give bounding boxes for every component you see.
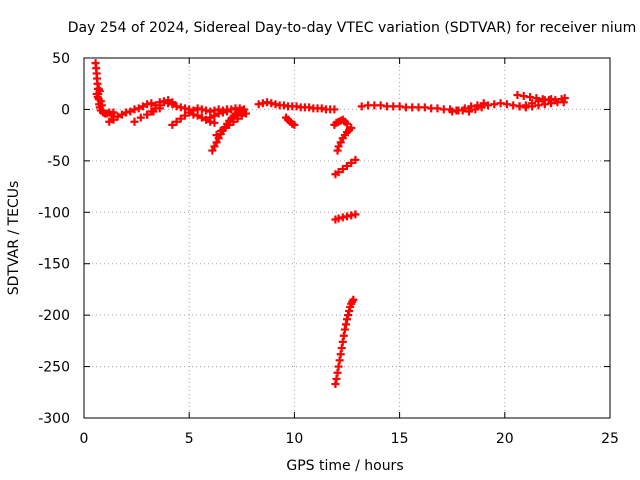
data-point	[528, 99, 537, 108]
y-axis-title: SDTVAR / TECUs	[6, 181, 22, 296]
data-point	[159, 98, 168, 107]
y-tick-label: -150	[38, 257, 70, 273]
data-point	[210, 111, 219, 120]
data-point	[208, 146, 217, 155]
data-point	[185, 108, 194, 117]
data-point	[351, 210, 360, 219]
data-point	[147, 107, 156, 116]
data-point	[560, 94, 569, 103]
data-point	[143, 110, 152, 119]
data-point	[547, 95, 556, 104]
data-point	[136, 113, 145, 122]
data-point	[210, 118, 219, 127]
chart-title: Day 254 of 2024, Sidereal Day-to-day VTE…	[68, 20, 637, 36]
data-point	[454, 106, 463, 115]
data-point	[202, 115, 211, 124]
x-tick-label: 20	[496, 431, 514, 447]
data-point	[197, 113, 206, 122]
data-point	[229, 117, 238, 126]
data-point	[338, 165, 347, 174]
data-point	[93, 93, 102, 102]
data-point	[477, 103, 486, 112]
data-point	[180, 111, 189, 120]
x-tick-label: 25	[601, 431, 619, 447]
data-point	[290, 120, 299, 129]
axis-ticks: 0 5 10 15 20 25 50 0 -50 -100 -150 -200 -250 -300	[38, 51, 619, 447]
data-point	[210, 142, 219, 151]
data-point	[479, 99, 488, 108]
y-tick-label: -100	[38, 205, 70, 221]
data-point	[460, 104, 469, 113]
x-tick-label: 15	[391, 431, 409, 447]
data-point	[168, 98, 177, 107]
data-point	[155, 101, 164, 110]
y-tick-label: 50	[52, 51, 70, 67]
data-point	[95, 86, 104, 95]
x-tick-label: 5	[185, 431, 194, 447]
data-point	[168, 120, 177, 129]
data-point	[233, 114, 242, 123]
x-tick-label: 10	[285, 431, 303, 447]
data-point	[172, 117, 181, 126]
plot-frame	[83, 57, 611, 419]
x-axis-title: GPS time / hours	[286, 458, 403, 474]
data-point	[334, 142, 343, 151]
data-point	[330, 105, 339, 114]
data-point	[147, 99, 156, 108]
y-tick-label: -50	[47, 154, 70, 170]
data-point	[521, 101, 530, 110]
data-point	[206, 113, 215, 122]
data-point	[109, 108, 118, 117]
data-points	[91, 59, 569, 389]
y-tick-label: -300	[38, 411, 70, 427]
data-point	[164, 96, 173, 105]
data-point	[117, 110, 126, 119]
y-tick-label: 0	[61, 102, 70, 118]
data-point	[349, 295, 358, 304]
data-point	[212, 131, 221, 140]
data-point	[347, 123, 356, 132]
data-point	[334, 168, 343, 177]
data-point	[351, 155, 360, 164]
data-point	[471, 105, 480, 114]
data-point	[347, 158, 356, 167]
data-point	[113, 112, 122, 121]
data-point	[212, 138, 221, 147]
data-point	[237, 111, 246, 120]
data-point	[151, 104, 160, 113]
data-point	[138, 102, 147, 111]
data-point	[105, 117, 114, 126]
x-tick-label: 0	[80, 431, 89, 447]
data-point	[223, 107, 232, 116]
y-tick-label: -200	[38, 308, 70, 324]
data-point	[473, 101, 482, 110]
data-point	[176, 114, 185, 123]
data-point	[193, 111, 202, 120]
data-point	[134, 104, 143, 113]
data-point	[336, 138, 345, 147]
data-point	[130, 117, 139, 126]
data-point	[126, 107, 135, 116]
data-point	[97, 101, 106, 110]
data-point	[242, 109, 251, 118]
y-tick-label: -250	[38, 360, 70, 376]
data-point	[343, 162, 351, 170]
grid	[84, 58, 610, 418]
data-point	[220, 123, 229, 132]
data-point	[465, 107, 474, 116]
data-point	[343, 119, 351, 128]
data-point	[216, 127, 225, 136]
data-point	[109, 115, 118, 124]
data-point	[225, 120, 234, 129]
